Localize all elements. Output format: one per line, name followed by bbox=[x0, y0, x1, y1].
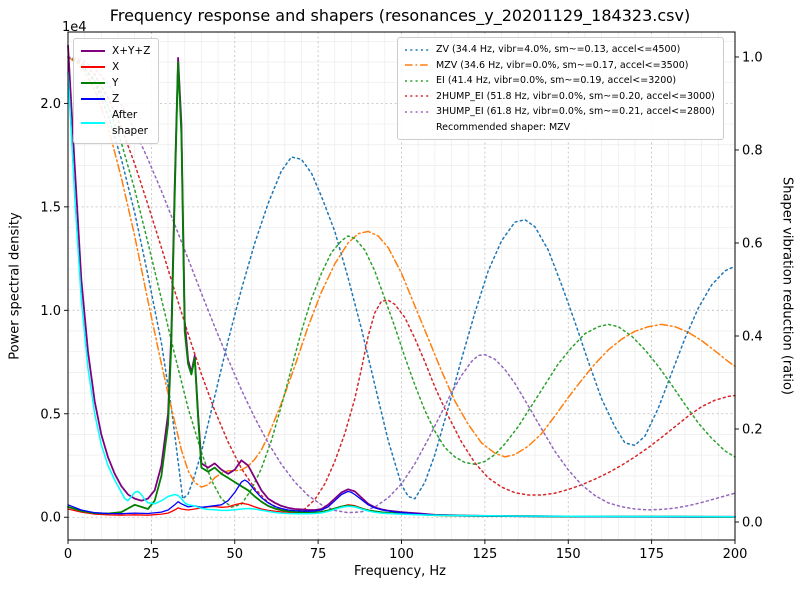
legend-line-swatch bbox=[405, 64, 429, 67]
series-zv bbox=[67, 56, 736, 500]
legend-line-swatch bbox=[81, 66, 105, 68]
series-psd_after_shaper bbox=[67, 71, 736, 518]
tick-label: 50 bbox=[226, 547, 243, 562]
legend-item: X bbox=[80, 59, 150, 75]
x-axis-label: Frequency, Hz bbox=[353, 564, 447, 579]
tick-label: 2.0 bbox=[40, 97, 61, 112]
legend-line-swatch bbox=[405, 95, 429, 98]
tick-label: 0.0 bbox=[40, 511, 61, 526]
tick-label: 150 bbox=[556, 547, 581, 562]
tick-label: 0.5 bbox=[40, 407, 61, 422]
legend-item: 2HUMP_EI (51.8 Hz, vibr=0.0%, sm~=0.20, … bbox=[404, 89, 715, 105]
legend-label: 3HUMP_EI (61.8 Hz, vibr=0.0%, sm~=0.21, … bbox=[436, 106, 715, 117]
tick-label: 0.2 bbox=[742, 422, 763, 437]
legend-label: ZV (34.4 Hz, vibr=4.0%, sm~=0.13, accel<… bbox=[436, 44, 681, 55]
legend-label: MZV (34.6 Hz, vibr=0.0%, sm~=0.17, accel… bbox=[436, 59, 689, 71]
left-axis-offset-label: 1e4 bbox=[62, 20, 87, 35]
legend-line-swatch bbox=[405, 48, 429, 51]
tick-label: 175 bbox=[639, 547, 664, 562]
legend-line-swatch bbox=[405, 79, 429, 82]
legend-item: EI (41.4 Hz, vibr=0.0%, sm~=0.19, accel<… bbox=[404, 73, 715, 89]
legend-item: MZV (34.6 Hz, vibr=0.0%, sm~=0.17, accel… bbox=[404, 58, 715, 74]
legend-item: ZV (34.4 Hz, vibr=4.0%, sm~=0.13, accel<… bbox=[404, 42, 715, 58]
legend-psd: X+Y+Z X Y Z After shaper bbox=[73, 38, 160, 144]
legend-label: Z bbox=[112, 93, 120, 105]
legend-line-swatch bbox=[81, 122, 105, 124]
legend-label: X bbox=[112, 61, 120, 73]
tick-label: 125 bbox=[472, 547, 497, 562]
tick-label: 0 bbox=[64, 547, 72, 562]
tick-label: 0.6 bbox=[742, 236, 763, 251]
legend-label: Recommended shaper: MZV bbox=[436, 121, 571, 133]
legend-item: Recommended shaper: MZV bbox=[404, 120, 715, 136]
legend-label: Y bbox=[112, 77, 119, 89]
tick-label: 0.4 bbox=[742, 329, 763, 344]
legend-item: Y bbox=[80, 75, 150, 91]
legend-shapers: ZV (34.4 Hz, vibr=4.0%, sm~=0.13, accel<… bbox=[397, 37, 724, 140]
legend-line-swatch bbox=[405, 110, 429, 113]
series-mzv bbox=[67, 56, 736, 488]
tick-label: 200 bbox=[723, 547, 748, 562]
tick-label: 1.5 bbox=[40, 200, 61, 215]
tick-label: 1.0 bbox=[40, 304, 61, 319]
legend-item: After shaper bbox=[80, 107, 150, 139]
legend-line-swatch bbox=[81, 98, 105, 100]
tick-label: 0.8 bbox=[742, 143, 763, 158]
series-3hump_ei bbox=[67, 56, 736, 514]
series-2hump_ei bbox=[67, 56, 736, 513]
legend-item: 3HUMP_EI (61.8 Hz, vibr=0.0%, sm~=0.21, … bbox=[404, 104, 715, 120]
tick-label: 100 bbox=[389, 547, 414, 562]
legend-item: X+Y+Z bbox=[80, 43, 150, 59]
chart-title: Frequency response and shapers (resonanc… bbox=[109, 6, 691, 25]
legend-item: Z bbox=[80, 91, 150, 107]
legend-label: 2HUMP_EI (51.8 Hz, vibr=0.0%, sm~=0.20, … bbox=[436, 90, 715, 102]
series-ei bbox=[67, 56, 736, 508]
legend-swatch-spacer bbox=[404, 124, 430, 130]
tick-label: 0.0 bbox=[742, 516, 763, 531]
legend-line-swatch bbox=[81, 82, 105, 84]
legend-label: After shaper bbox=[112, 109, 149, 137]
tick-label: 75 bbox=[310, 547, 327, 562]
legend-label: X+Y+Z bbox=[112, 45, 151, 57]
tick-label: 25 bbox=[143, 547, 160, 562]
legend-line-swatch bbox=[81, 50, 105, 52]
tick-label: 1.0 bbox=[742, 50, 763, 65]
y-axis-label-left: Power spectral density bbox=[7, 212, 23, 360]
y-axis-label-right: Shaper vibration reduction (ratio) bbox=[779, 177, 795, 395]
legend-label: EI (41.4 Hz, vibr=0.0%, sm~=0.19, accel<… bbox=[436, 75, 677, 86]
